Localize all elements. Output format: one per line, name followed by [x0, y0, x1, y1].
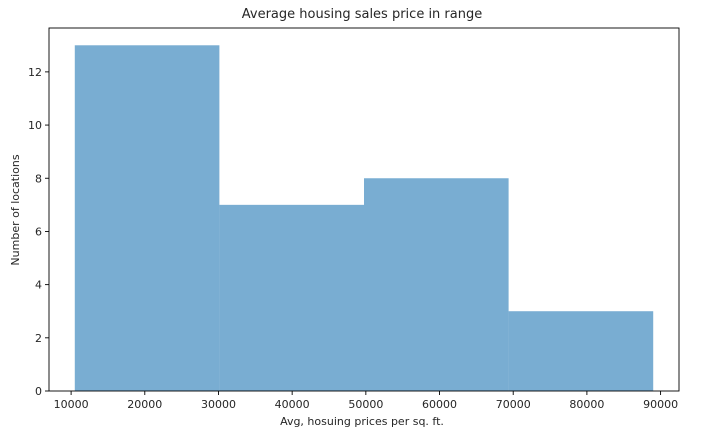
histogram-bar-4 — [508, 311, 654, 391]
x-tick-label: 90000 — [643, 398, 678, 411]
chart-title: Average housing sales price in range — [242, 7, 482, 22]
y-tick-label: 12 — [28, 66, 42, 79]
histogram-bar-1 — [74, 45, 220, 392]
x-axis-label: Avg, hosuing prices per sq. ft. — [280, 415, 444, 428]
y-axis-label: Number of locations — [9, 154, 22, 265]
y-tick-label: 6 — [35, 225, 42, 238]
axes-group: 10000 20000 30000 40000 50000 60000 70000 80000… — [28, 27, 680, 411]
x-tick-label: 60000 — [422, 398, 457, 411]
histogram-bar-3 — [364, 178, 509, 391]
y-tick-label: 8 — [35, 172, 42, 185]
x-tick-label: 50000 — [348, 398, 383, 411]
y-tick-label: 4 — [35, 279, 42, 292]
y-tick-label: 10 — [28, 119, 42, 132]
x-tick-label: 20000 — [127, 398, 162, 411]
x-tick-label: 70000 — [496, 398, 531, 411]
y-tick-label: 0 — [35, 385, 42, 398]
histogram-bar-2 — [219, 204, 364, 391]
y-tick-label: 2 — [35, 332, 42, 345]
plot-frame — [48, 27, 680, 392]
x-tick-label: 80000 — [569, 398, 604, 411]
x-tick-label: 30000 — [201, 398, 236, 411]
x-tick-label: 40000 — [275, 398, 310, 411]
bars-group — [74, 45, 654, 392]
x-tick-label: 10000 — [54, 398, 89, 411]
